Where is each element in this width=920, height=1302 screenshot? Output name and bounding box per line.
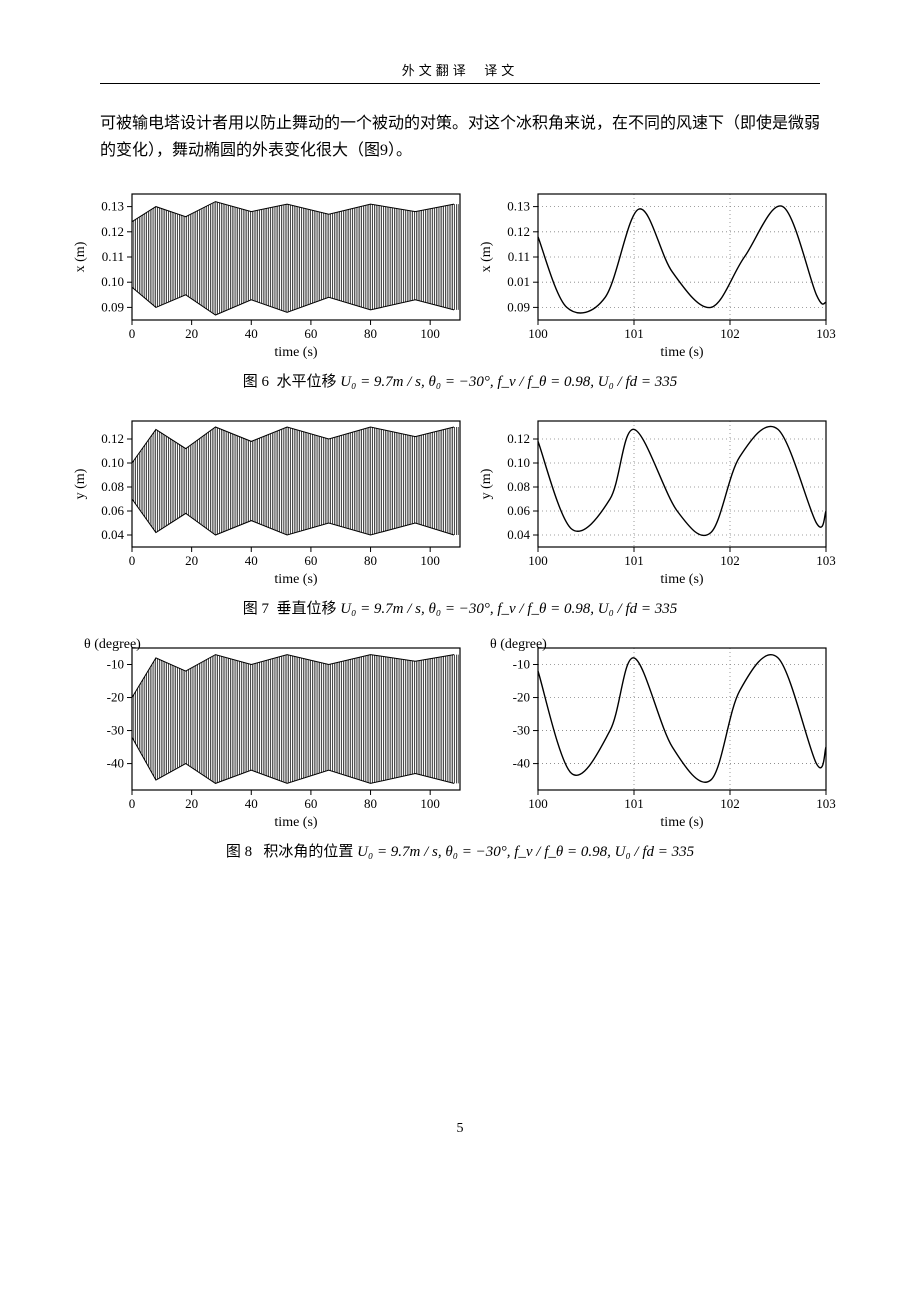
- figure-7-caption: 图 7 垂直位移 U₀ = 9.7m / s, θ₀ = −30°, f_v /…: [100, 597, 820, 618]
- caption-prefix: 图 7: [243, 601, 269, 617]
- page: 外文翻译 译文 可被输电塔设计者用以防止舞动的一个被动的对策。对这个冰积角来说，…: [0, 0, 920, 1177]
- svg-text:100: 100: [528, 553, 548, 568]
- caption-prefix: 图 8: [226, 844, 252, 860]
- figure-8-caption: 图 8 积冰角的位置 U₀ = 9.7m / s, θ₀ = −30°, f_v…: [100, 840, 820, 861]
- svg-text:0.04: 0.04: [101, 527, 124, 542]
- svg-text:20: 20: [185, 553, 198, 568]
- header-right: 译文: [484, 63, 518, 78]
- svg-text:-20: -20: [107, 690, 124, 705]
- svg-text:40: 40: [245, 796, 258, 811]
- svg-text:-30: -30: [513, 723, 530, 738]
- svg-text:time (s): time (s): [274, 572, 317, 587]
- svg-text:θ (degree): θ (degree): [490, 637, 547, 652]
- svg-text:103: 103: [816, 796, 836, 811]
- figure-7-left-chart: 0 20 40 60 80 100 0.04 0.06 0.08 0.10 0.12 time (s)…: [70, 409, 470, 589]
- svg-text:80: 80: [364, 796, 377, 811]
- svg-text:40: 40: [245, 326, 258, 341]
- svg-text:102: 102: [720, 553, 740, 568]
- svg-text:0.08: 0.08: [507, 479, 530, 494]
- svg-text:100: 100: [528, 796, 548, 811]
- svg-text:y (m): y (m): [479, 469, 494, 500]
- svg-text:60: 60: [304, 553, 317, 568]
- svg-text:time (s): time (s): [274, 345, 317, 360]
- svg-text:0.06: 0.06: [101, 503, 124, 518]
- svg-text:100: 100: [420, 326, 440, 341]
- svg-text:0.08: 0.08: [101, 479, 124, 494]
- svg-text:time (s): time (s): [660, 572, 703, 587]
- svg-text:-40: -40: [513, 756, 530, 771]
- svg-text:x (m): x (m): [73, 242, 88, 273]
- svg-text:0.09: 0.09: [507, 300, 530, 315]
- figure-6-left-chart: 0 20 40 60 80 100 0.09 0.10 0.11 0.12 0.13 time (s)…: [70, 182, 470, 362]
- svg-text:-40: -40: [107, 756, 124, 771]
- svg-text:0.06: 0.06: [507, 503, 530, 518]
- svg-text:0: 0: [129, 553, 136, 568]
- svg-text:100: 100: [420, 553, 440, 568]
- svg-text:101: 101: [624, 796, 644, 811]
- svg-text:101: 101: [624, 553, 644, 568]
- svg-text:103: 103: [816, 553, 836, 568]
- svg-text:103: 103: [816, 326, 836, 341]
- svg-text:0: 0: [129, 326, 136, 341]
- svg-text:0.01: 0.01: [507, 275, 530, 290]
- page-number: 5: [100, 1121, 820, 1137]
- svg-text:0.10: 0.10: [101, 455, 124, 470]
- svg-text:-20: -20: [513, 690, 530, 705]
- caption-math: U₀ = 9.7m / s, θ₀ = −30°, f_v / f_θ = 0.…: [357, 844, 694, 860]
- svg-text:60: 60: [304, 326, 317, 341]
- body-paragraph: 可被输电塔设计者用以防止舞动的一个被动的对策。对这个冰积角来说，在不同的风速下（…: [100, 110, 820, 164]
- svg-text:0.11: 0.11: [508, 249, 530, 264]
- svg-text:100: 100: [420, 796, 440, 811]
- svg-text:0.13: 0.13: [507, 199, 530, 214]
- caption-prefix: 图 6: [243, 374, 269, 390]
- svg-text:0.10: 0.10: [101, 275, 124, 290]
- svg-text:40: 40: [245, 553, 258, 568]
- svg-text:0.12: 0.12: [507, 224, 530, 239]
- svg-text:102: 102: [720, 326, 740, 341]
- figure-6-caption: 图 6 水平位移 U₀ = 9.7m / s, θ₀ = −30°, f_v /…: [100, 370, 820, 391]
- header-rule: [100, 83, 820, 84]
- svg-text:20: 20: [185, 796, 198, 811]
- svg-text:0.13: 0.13: [101, 199, 124, 214]
- caption-label: 垂直位移: [277, 601, 337, 617]
- svg-text:time (s): time (s): [660, 345, 703, 360]
- figure-8-right-chart: 100 101 102 103 -40 -30 -20 -10 time (s) θ (degre…: [476, 636, 836, 832]
- svg-text:-30: -30: [107, 723, 124, 738]
- figure-8-row: 0 20 40 60 80 100 -40 -30 -20 -10 time (s) θ (degre…: [70, 636, 850, 832]
- caption-math: U₀ = 9.7m / s, θ₀ = −30°, f_v / f_θ = 0.…: [340, 601, 677, 617]
- svg-text:0.12: 0.12: [101, 224, 124, 239]
- figure-7-row: 0 20 40 60 80 100 0.04 0.06 0.08 0.10 0.12 time (s)…: [70, 409, 850, 589]
- svg-text:-10: -10: [107, 657, 124, 672]
- svg-text:101: 101: [624, 326, 644, 341]
- svg-text:60: 60: [304, 796, 317, 811]
- caption-label: 积冰角的位置: [263, 844, 353, 860]
- svg-text:0.11: 0.11: [102, 249, 124, 264]
- svg-text:20: 20: [185, 326, 198, 341]
- svg-text:time (s): time (s): [274, 815, 317, 830]
- caption-math: U₀ = 9.7m / s, θ₀ = −30°, f_v / f_θ = 0.…: [340, 374, 677, 390]
- svg-text:x (m): x (m): [479, 242, 494, 273]
- svg-text:102: 102: [720, 796, 740, 811]
- figure-6-row: 0 20 40 60 80 100 0.09 0.10 0.11 0.12 0.13 time (s)…: [70, 182, 850, 362]
- svg-text:0.12: 0.12: [507, 431, 530, 446]
- page-header: 外文翻译 译文: [100, 60, 820, 83]
- figure-6-right-chart: 100 101 102 103 0.09 0.01 0.11 0.12 0.13 time (s)…: [476, 182, 836, 362]
- svg-text:80: 80: [364, 553, 377, 568]
- svg-text:y (m): y (m): [73, 469, 88, 500]
- header-left: 外文翻译: [402, 63, 470, 78]
- caption-label: 水平位移: [277, 374, 337, 390]
- svg-text:0.04: 0.04: [507, 527, 530, 542]
- svg-text:0.09: 0.09: [101, 300, 124, 315]
- svg-text:0.12: 0.12: [101, 431, 124, 446]
- svg-text:80: 80: [364, 326, 377, 341]
- figure-8-left-chart: 0 20 40 60 80 100 -40 -30 -20 -10 time (s) θ (degre…: [70, 636, 470, 832]
- svg-text:-10: -10: [513, 657, 530, 672]
- svg-text:0: 0: [129, 796, 136, 811]
- svg-text:0.10: 0.10: [507, 455, 530, 470]
- svg-text:100: 100: [528, 326, 548, 341]
- svg-text:time (s): time (s): [660, 815, 703, 830]
- svg-text:θ (degree): θ (degree): [84, 637, 141, 652]
- figure-7-right-chart: 100 101 102 103 0.04 0.06 0.08 0.10 0.12 time (s)…: [476, 409, 836, 589]
